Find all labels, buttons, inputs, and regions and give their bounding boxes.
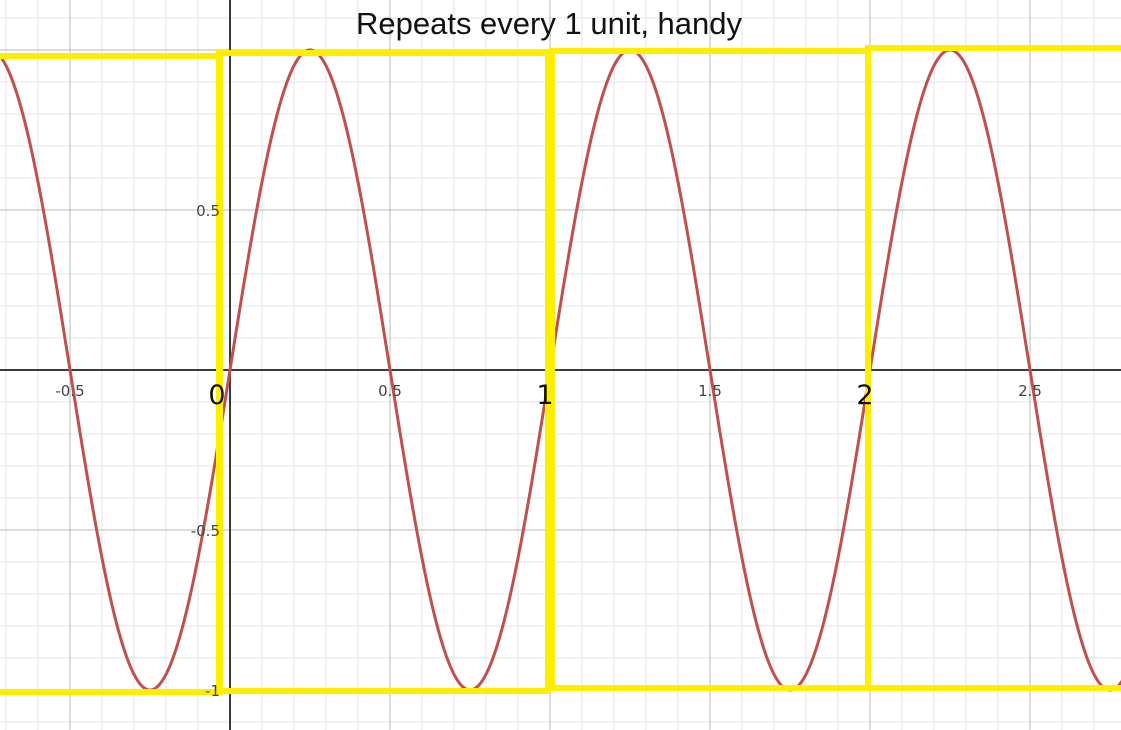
chart-title: Repeats every 1 unit, handy — [355, 6, 743, 41]
period-box — [865, 45, 1121, 691]
period-label: 2 — [856, 380, 873, 411]
x-tick-label: -0.5 — [55, 382, 84, 400]
x-tick-label: 1.5 — [698, 382, 722, 400]
y-tick-label: 0.5 — [196, 202, 220, 220]
period-label: 0 — [208, 380, 225, 411]
x-tick-label: 2.5 — [1018, 382, 1042, 400]
y-tick-label: -1 — [205, 682, 220, 700]
sine-curve — [0, 48, 1121, 692]
period-label: 1 — [536, 380, 553, 411]
x-tick-label: 0.5 — [378, 382, 402, 400]
y-tick-label: -0.5 — [191, 522, 220, 540]
period-box — [216, 50, 551, 694]
